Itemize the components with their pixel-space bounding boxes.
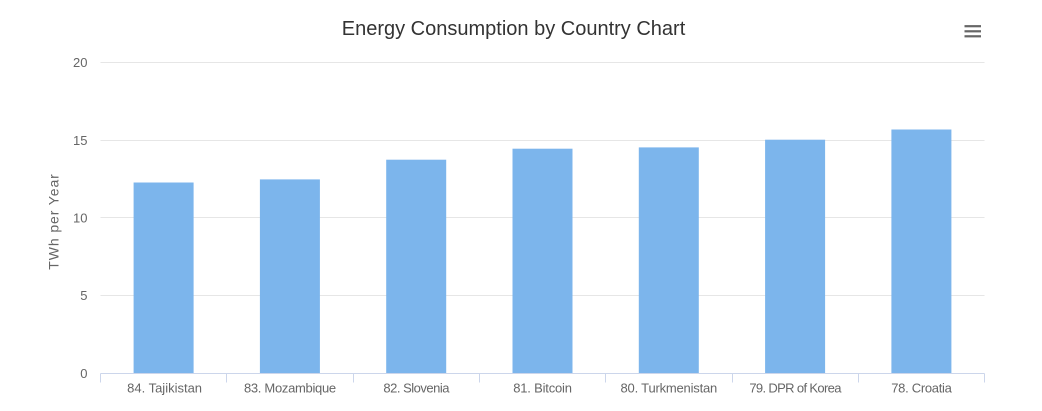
svg-text:0: 0 — [80, 366, 87, 381]
svg-text:81. Bitcoin: 81. Bitcoin — [513, 381, 572, 396]
svg-text:80. Turkmenistan: 80. Turkmenistan — [621, 381, 718, 396]
svg-text:20: 20 — [73, 55, 87, 70]
svg-text:84. Tajikistan: 84. Tajikistan — [127, 381, 202, 396]
svg-text:78. Croatia: 78. Croatia — [891, 381, 952, 396]
svg-text:TWh per Year: TWh per Year — [46, 173, 62, 269]
svg-text:5: 5 — [80, 288, 87, 303]
svg-text:82. Slovenia: 82. Slovenia — [383, 381, 450, 396]
svg-text:79. DPR of Korea: 79. DPR of Korea — [749, 381, 842, 396]
svg-text:Energy Consumption by Country: Energy Consumption by Country Chart — [342, 18, 686, 40]
svg-text:83. Mozambique: 83. Mozambique — [244, 381, 336, 396]
svg-text:10: 10 — [73, 211, 87, 226]
svg-text:15: 15 — [73, 133, 87, 148]
